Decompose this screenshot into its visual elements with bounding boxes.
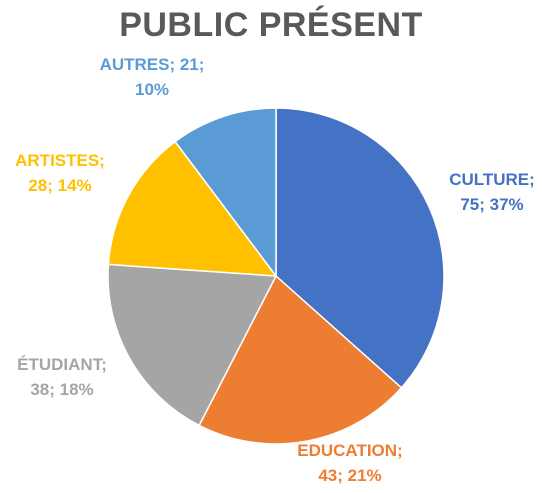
slice-labels: CULTURE; 75; 37% EDUCATION; 43; 21% ÉTUDIANT…: [15, 55, 535, 485]
pie-slice-education: [198, 274, 403, 445]
data-label-étudiant: ÉTUDIANT; 38; 18%: [17, 355, 107, 399]
data-label-autres: AUTRES; 21; 10%: [100, 55, 205, 99]
data-label-artistes: ARTISTES; 28; 14%: [15, 151, 105, 195]
pie-slices: [107, 107, 445, 445]
pie-slice-autres: [174, 107, 277, 279]
pie-slice-artistes: [107, 140, 278, 277]
data-label-culture: CULTURE; 75; 37%: [449, 170, 535, 214]
data-label-education: EDUCATION; 43; 21%: [297, 441, 402, 485]
pie-slice-culture: [275, 107, 445, 389]
pie-slice-étudiant: [107, 263, 278, 427]
chart-title: PUBLIC PRÉSENT: [119, 6, 423, 44]
